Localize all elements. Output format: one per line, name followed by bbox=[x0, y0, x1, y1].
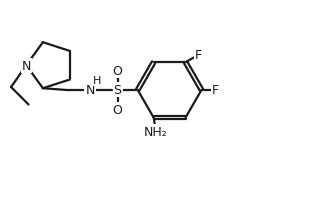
Text: S: S bbox=[114, 84, 122, 97]
Text: F: F bbox=[212, 84, 219, 97]
Text: N: N bbox=[85, 84, 95, 97]
Text: H: H bbox=[93, 76, 101, 86]
Text: F: F bbox=[195, 49, 202, 62]
Text: O: O bbox=[113, 65, 122, 78]
Text: NH₂: NH₂ bbox=[143, 125, 167, 139]
Text: N: N bbox=[22, 59, 31, 72]
Text: O: O bbox=[113, 103, 122, 116]
